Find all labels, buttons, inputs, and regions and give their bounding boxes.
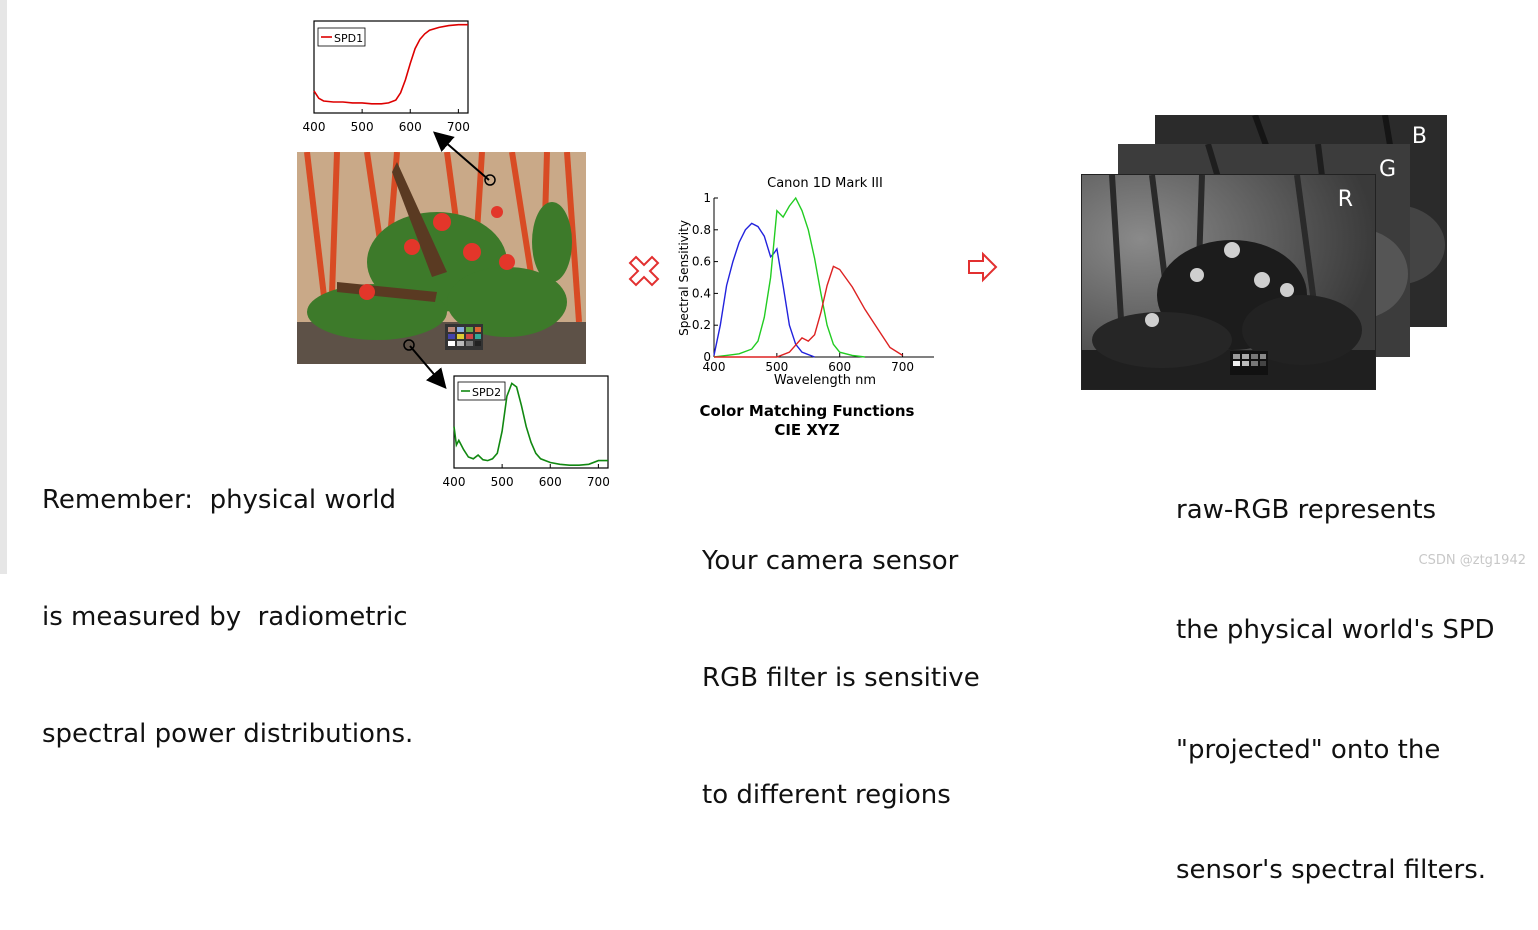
cmf-x-tick-label: 700 (891, 360, 914, 374)
spd2-x-tick-label: 400 (443, 475, 466, 489)
cmf-x-tick-label: 600 (828, 360, 851, 374)
cmf-y-tick-label: 0.6 (692, 255, 711, 269)
spd1-series-line (313, 23, 468, 105)
arrow-to-spd2 (409, 345, 447, 390)
spd2-x-tick-label: 500 (491, 475, 514, 489)
red-x-outline-icon (628, 255, 660, 287)
watermark: CSDN @ztg1942 (1418, 553, 1526, 568)
cmf-y-tick-label: 0 (703, 350, 711, 364)
layer-label-r: R (1337, 187, 1353, 212)
pointer-arrows (403, 131, 496, 390)
spd1-chart: 400 500 600 700 SPD1 (303, 20, 470, 134)
arrow-to-spd1 (432, 131, 490, 181)
spd2-x-tick-label: 600 (539, 475, 562, 489)
cmf-y-tick-label: 0.8 (692, 223, 711, 237)
cmf-series-line-2 (714, 265, 903, 358)
cmf-caption-line-1: Color Matching Functions (699, 402, 915, 420)
cmf-x-axis-label: Wavelength nm (774, 373, 876, 388)
middle-caption-line: to different regions (702, 780, 951, 810)
cmf-series-line-1 (713, 196, 865, 358)
left-margin-bar (0, 0, 7, 574)
spd2-series-line (453, 382, 608, 466)
camera-sensitivity-chart: Canon 1D Mark III 400 500 600 700 0 0.2 0.4 0.6… (677, 176, 934, 388)
left-caption-line: spectral power distributions. (42, 719, 414, 749)
raw-layer-r: R (1081, 174, 1376, 390)
color-checker (445, 324, 483, 350)
cmf-caption-line-2: CIE XYZ (774, 421, 840, 439)
middle-caption-line: RGB filter is sensitive (702, 663, 980, 693)
cmf-y-tick-label: 0.4 (692, 286, 711, 300)
spd2-legend-label: SPD2 (472, 386, 501, 399)
plant-photo (297, 152, 586, 364)
left-caption-line: Remember: physical world (42, 485, 397, 515)
cmf-x-tick-label: 400 (703, 360, 726, 374)
middle-caption-line: Your camera sensor (702, 546, 959, 576)
layer-label-g: G (1378, 157, 1396, 182)
right-caption: raw-RGB represents the physical world's … (1176, 410, 1495, 930)
left-caption: Remember: physical world is measured by … (42, 403, 413, 793)
spd1-x-tick-label: 600 (399, 120, 422, 134)
middle-caption: Your camera sensor RGB filter is sensiti… (702, 464, 980, 854)
spd2-sample-point (403, 339, 415, 351)
spd1-legend-label: SPD1 (334, 32, 363, 45)
spd1-x-tick-label: 700 (447, 120, 470, 134)
spd1-sample-point (484, 174, 496, 186)
cmf-y-tick-label: 0.2 (692, 318, 711, 332)
cmf-series-line-0 (713, 222, 815, 358)
red-outline-right-arrow-icon (968, 251, 998, 283)
cmf-caption: Color Matching Functions CIE XYZ (680, 402, 934, 440)
cmf-y-axis-label: Spectral Sensitivity (677, 220, 691, 336)
right-caption-line: "projected" onto the (1176, 735, 1441, 765)
right-caption-line: sensor's spectral filters. (1176, 855, 1487, 885)
right-caption-line: raw-RGB represents (1176, 495, 1437, 525)
cmf-y-tick-label: 1 (703, 191, 711, 205)
left-caption-line: is measured by radiometric (42, 602, 408, 632)
cmf-x-tick-label: 500 (765, 360, 788, 374)
spd1-x-tick-label: 400 (303, 120, 326, 134)
cmf-chart-title: Canon 1D Mark III (767, 176, 883, 191)
spd1-x-tick-label: 500 (351, 120, 374, 134)
layer-label-b: B (1411, 124, 1427, 149)
spd2-x-tick-label: 700 (587, 475, 610, 489)
spd1-legend-box (317, 27, 366, 47)
spd2-legend-box (457, 381, 506, 401)
right-caption-line: the physical world's SPD (1176, 615, 1495, 645)
spd2-chart: 400 500 600 700 SPD2 (443, 375, 610, 489)
